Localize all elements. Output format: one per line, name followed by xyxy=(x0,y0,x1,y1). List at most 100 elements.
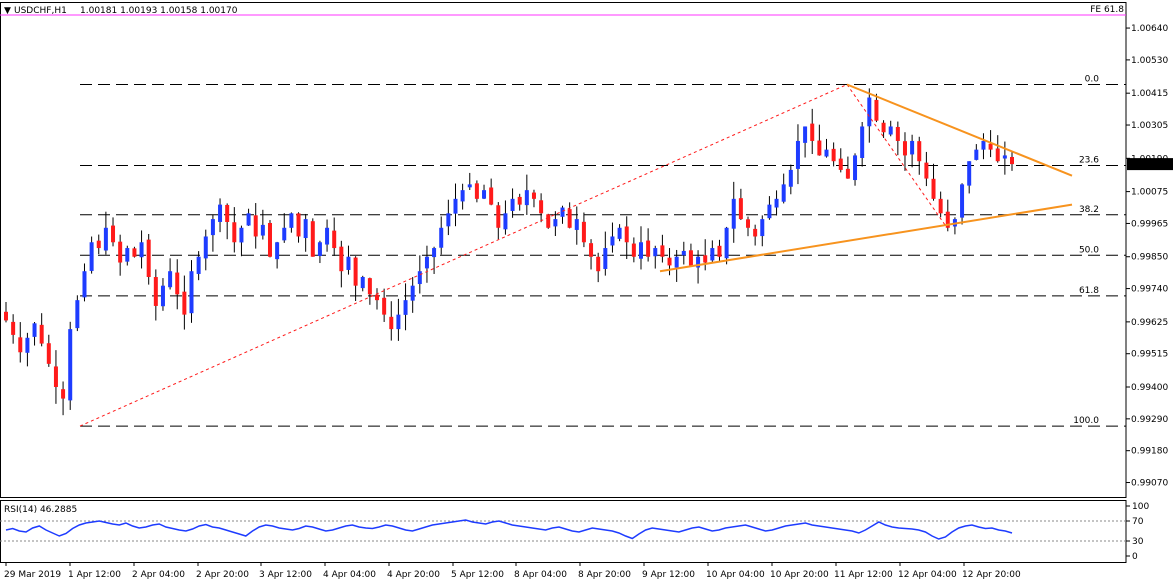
candle-bear xyxy=(717,245,722,257)
candle-bull xyxy=(432,248,437,258)
candle-bull xyxy=(396,314,401,330)
candle-bull xyxy=(560,207,565,217)
candle-bull xyxy=(82,271,87,298)
y-tick-label: 1.00075 xyxy=(1131,188,1168,198)
candle-bear xyxy=(53,366,58,387)
candle-bull xyxy=(974,149,979,160)
rsi-y-tick-label: 30 xyxy=(1132,537,1144,547)
candle-bull xyxy=(803,126,808,143)
candle-bull xyxy=(346,256,351,270)
candle-bear xyxy=(339,246,344,272)
rsi-plot-frame xyxy=(0,500,1127,563)
candle-bear xyxy=(917,141,922,162)
candle-bear xyxy=(667,257,672,266)
candle-bear xyxy=(96,240,101,249)
candle-bear xyxy=(631,243,636,257)
candle-bull xyxy=(289,213,294,228)
candle-bull xyxy=(681,250,686,256)
fib-retracement-diagonal xyxy=(79,84,848,427)
candle-bull xyxy=(910,140,915,155)
candle-bull xyxy=(774,198,779,208)
x-tick-label: 2 Apr 04:00 xyxy=(132,570,185,580)
y-tick-label: 0.99625 xyxy=(1131,318,1168,328)
y-tick-label: 0.99515 xyxy=(1131,350,1168,360)
candle-bear xyxy=(845,168,850,179)
candle-bear xyxy=(11,321,16,335)
rsi-y-tick-label: 100 xyxy=(1132,502,1149,512)
candle-bear xyxy=(118,241,123,263)
candle-bear xyxy=(660,245,665,257)
y-tick-label: 1.00305 xyxy=(1131,121,1168,131)
x-tick-label: 4 Apr 04:00 xyxy=(323,570,376,580)
candle-bull xyxy=(439,227,444,248)
candle-bear xyxy=(746,219,751,228)
candle-bull xyxy=(246,213,251,226)
candle-bull xyxy=(467,184,472,188)
candle-bear xyxy=(817,140,822,156)
candle-bull xyxy=(482,190,487,199)
rsi-y-tick-label: 0 xyxy=(1132,552,1138,562)
main-plot-frame xyxy=(0,2,1127,498)
fe-61-8-label: FE 61.8 xyxy=(1090,5,1124,15)
candle-bull xyxy=(417,271,422,285)
candle-bull xyxy=(446,213,451,227)
candle-bear xyxy=(589,243,594,257)
x-tick-label: 29 Mar 2019 xyxy=(4,570,61,580)
candle-bear xyxy=(895,126,900,141)
y-tick-label: 0.99290 xyxy=(1131,415,1168,425)
y-tick-label: 0.99850 xyxy=(1131,253,1168,263)
fe-diagonal xyxy=(846,84,946,226)
candle-bear xyxy=(810,123,815,141)
candle-bear xyxy=(375,294,380,301)
candle-bull xyxy=(218,204,223,222)
candle-bear xyxy=(267,222,272,257)
candle-bull xyxy=(89,242,94,271)
candle-bull xyxy=(724,227,729,259)
x-tick-label: 3 Apr 12:00 xyxy=(259,570,312,580)
candle-bear xyxy=(596,256,601,272)
x-tick-label: 1 Apr 12:00 xyxy=(68,570,121,580)
candle-bull xyxy=(360,277,365,289)
candle-bear xyxy=(4,311,8,321)
candle-bear xyxy=(831,148,836,162)
candle-bull xyxy=(275,242,280,260)
candle-bull xyxy=(303,219,308,239)
rsi-y-tick-label: 70 xyxy=(1132,517,1144,527)
candle-bear xyxy=(881,122,886,133)
candle-bear xyxy=(703,255,708,263)
x-tick-label: 9 Apr 12:00 xyxy=(642,570,695,580)
y-tick-label: 0.99180 xyxy=(1131,447,1168,457)
candle-bull xyxy=(653,248,658,257)
candle-bear xyxy=(175,272,180,295)
candle-bull xyxy=(125,248,130,262)
candle-bear xyxy=(531,192,536,199)
candle-bull xyxy=(981,140,986,150)
candle-bull xyxy=(767,204,772,219)
candle-bull xyxy=(824,149,829,157)
candle-bear xyxy=(945,211,950,228)
candle-bull xyxy=(424,256,429,269)
fib-level-label: 23.6 xyxy=(1079,156,1099,166)
candle-bull xyxy=(317,242,322,257)
y-tick-label: 0.99400 xyxy=(1131,383,1168,393)
candle-bear xyxy=(18,337,23,353)
candle-bull xyxy=(210,219,215,236)
candle-bear xyxy=(153,277,158,306)
candle-bear xyxy=(539,200,544,214)
candle-bull xyxy=(260,224,265,236)
candle-bear xyxy=(111,225,116,243)
candle-bear xyxy=(389,316,394,330)
x-tick-label: 2 Apr 20:00 xyxy=(196,570,249,580)
candle-bear xyxy=(310,221,315,257)
candle-bear xyxy=(332,230,337,249)
x-tick-label: 8 Apr 20:00 xyxy=(578,570,631,580)
candle-bull xyxy=(25,337,30,353)
candle-bull xyxy=(410,285,415,301)
ohlc-values: 1.00181 1.00193 1.00158 1.00170 xyxy=(80,6,238,16)
candle-bull xyxy=(239,227,244,243)
candle-bull xyxy=(553,219,558,227)
candle-bull xyxy=(32,323,37,337)
fib-level-label: 38.2 xyxy=(1079,205,1099,215)
candle-bear xyxy=(517,196,522,205)
